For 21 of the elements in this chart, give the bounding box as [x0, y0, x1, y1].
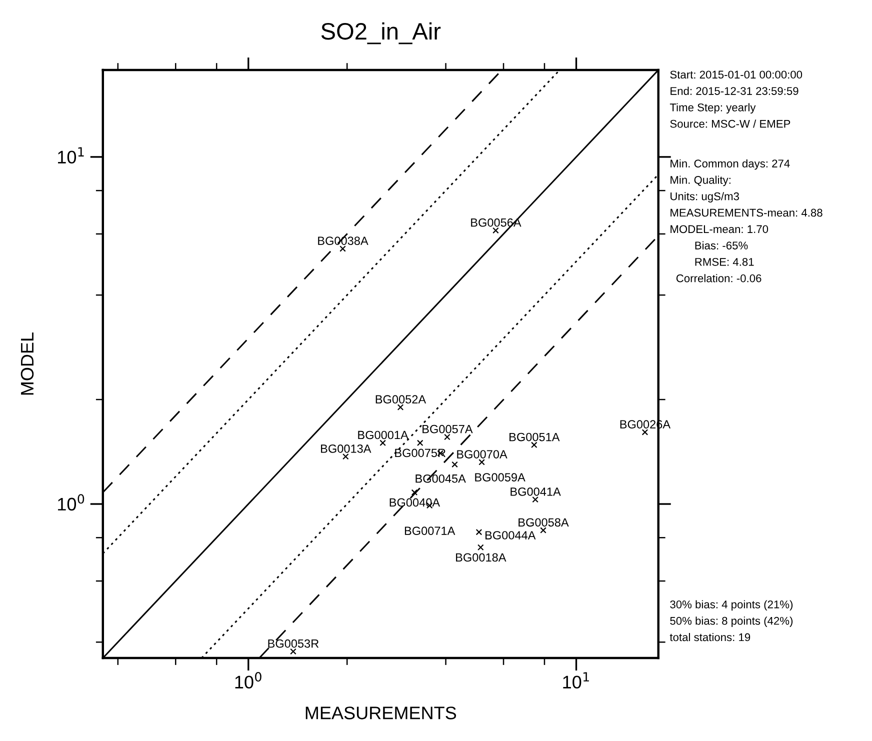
annotation: BG0018A	[456, 553, 506, 562]
annotation: BG0058A	[518, 518, 569, 527]
annotation: BG0013A	[321, 444, 372, 453]
annotation: BG0071A	[404, 526, 456, 536]
y-axis-title: MODEL	[20, 332, 34, 395]
annotation: BG0057A	[422, 424, 473, 434]
text: Min. Common days: 274 Min. Quality: Units: ugS/m3 MEASUREMENTS-mean: 4.88 MODEL-mean: 1.70 Bias: -65% RMSE: 4.81 Correlation: -0.06	[670, 159, 822, 282]
text: Start: 2015-01-01 00:00:00 End: 2015-12-31 23:59:59 Time Step: yearly Source: MSC-W / EMEP	[670, 70, 802, 128]
annotation: BG0045A	[416, 474, 466, 483]
annotation: BG0059A	[475, 473, 526, 482]
annotation: BG0052A	[376, 395, 426, 404]
annotation: BG0041A	[510, 487, 561, 496]
annotation: BG0040A	[390, 498, 440, 507]
annotation: BG0044A	[485, 531, 536, 540]
chart-title: SO2_in_Air	[321, 22, 441, 44]
annotation: BG0053R	[268, 639, 319, 648]
text: 30% bias: 4 points (21%) 50% bias: 8 points (42%) total stations: 19	[670, 600, 793, 642]
annotation: BG0051A	[510, 432, 560, 442]
annotation: BG0001A	[358, 430, 408, 440]
annotation: BG0070A	[457, 450, 508, 458]
x-axis-title: MEASUREMENTS	[306, 706, 456, 720]
